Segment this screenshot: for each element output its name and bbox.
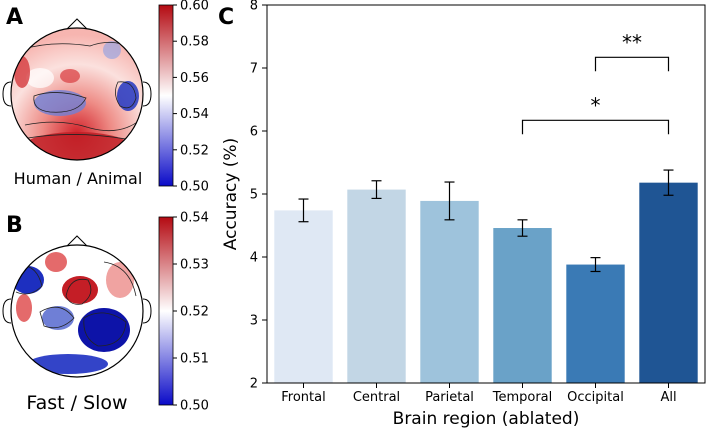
panel-a-letter: A	[6, 5, 23, 30]
bar-central	[347, 189, 406, 383]
bar-temporal	[493, 228, 552, 383]
panel-a: A Human / Animal	[2, 0, 209, 195]
contour-line	[65, 278, 92, 305]
colorbar-tick-label: 0.52	[180, 305, 209, 320]
y-axis-label: Accuracy (%)	[221, 138, 241, 250]
error-bars	[298, 169, 674, 273]
red-blob	[106, 262, 134, 298]
x-tick-label: Parietal	[425, 390, 474, 405]
colorbar-tick-label: 0.56	[180, 71, 209, 86]
red-blob	[14, 56, 30, 88]
left-ear-outline	[2, 81, 12, 107]
contour-line	[27, 134, 133, 141]
contour-line	[83, 312, 127, 347]
panel-b: B Fast / Slow	[2, 211, 209, 414]
significance-marker: **	[622, 30, 642, 54]
colorbar-a-ticks: 0.60 0.58 0.56 0.54 0.52 0.50	[173, 0, 209, 195]
y-tick-label: 5	[250, 188, 258, 203]
nose-outline	[66, 235, 88, 247]
y-tick-label: 3	[250, 314, 258, 329]
x-tick-label: All	[660, 390, 676, 405]
contour-line	[115, 81, 137, 109]
right-ear-outline	[142, 298, 152, 324]
panel-b-letter: B	[6, 213, 23, 238]
x-axis-label: Brain region (ablated)	[393, 409, 580, 429]
colorbar-tick-label: 0.50	[180, 180, 209, 195]
colorbar-tick-label: 0.50	[180, 399, 209, 414]
colorbar-tick-label: 0.60	[180, 0, 209, 14]
blue-blob	[103, 41, 121, 59]
blue-blob	[28, 354, 108, 374]
significance-bracket	[521, 119, 670, 135]
colorbar-b-ticks: 0.54 0.53 0.52 0.51 0.50	[173, 211, 209, 414]
panel-b-caption: Fast / Slow	[26, 392, 127, 414]
scalp-map-b	[2, 235, 152, 378]
panel-c-letter: C	[218, 5, 234, 30]
colorbar-tick-label: 0.54	[180, 211, 209, 226]
x-tick-label: Frontal	[281, 390, 325, 405]
significance-marker: *	[591, 93, 601, 117]
contour-line	[39, 306, 75, 329]
y-tick-label: 7	[250, 62, 258, 77]
x-axis-ticks: Frontal Central Parietal Temporal Occipital A…	[281, 383, 677, 405]
blue-blob	[12, 266, 44, 294]
x-tick-label: Temporal	[492, 390, 553, 405]
head-outline	[10, 27, 144, 161]
bar-parietal	[420, 200, 479, 383]
colorbar-tick-label: 0.58	[180, 35, 209, 50]
blue-blob	[42, 306, 74, 330]
bar-occipital	[566, 264, 625, 383]
y-tick-label: 8	[250, 0, 258, 14]
x-tick-label: Central	[353, 390, 400, 405]
colorbar-tick-label: 0.51	[180, 352, 209, 367]
colorbar-tick-label: 0.52	[180, 143, 209, 158]
head-outline	[10, 244, 144, 378]
y-tick-label: 2	[250, 377, 258, 392]
red-blob	[16, 294, 32, 322]
left-ear-outline	[2, 298, 12, 324]
significance-brackets: ***	[521, 30, 670, 135]
x-tick-label: Occipital	[567, 390, 624, 405]
y-tick-label: 4	[250, 251, 258, 266]
nose-outline	[66, 18, 88, 30]
bars	[274, 182, 698, 383]
bar-all	[639, 182, 698, 383]
contour-line	[19, 42, 123, 51]
contour-line	[103, 261, 137, 297]
colorbar-b: 0.54 0.53 0.52 0.51 0.50	[158, 211, 209, 414]
right-ear-outline	[142, 81, 152, 107]
y-axis-ticks: 2 3 4 5 6 7 8	[250, 0, 267, 392]
white-blob	[26, 68, 54, 88]
colorbar-b-gradient	[158, 216, 174, 406]
colorbar-tick-label: 0.54	[180, 107, 209, 122]
contour-line	[24, 119, 141, 132]
colorbar-a: 0.60 0.58 0.56 0.54 0.52 0.50	[158, 0, 209, 195]
colorbar-tick-label: 0.53	[180, 258, 209, 273]
bar-frontal	[274, 210, 333, 383]
red-blob	[60, 69, 80, 83]
y-tick-label: 6	[250, 125, 258, 140]
red-blob	[45, 252, 67, 272]
panel-a-caption: Human / Animal	[14, 169, 143, 188]
colorbar-a-gradient	[158, 4, 174, 187]
significance-bracket	[594, 56, 670, 72]
contour-line	[33, 92, 87, 113]
scalp-map-a	[2, 18, 152, 161]
